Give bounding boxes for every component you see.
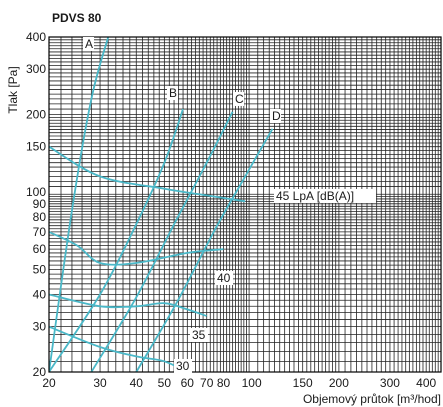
- curve-d: [135, 128, 274, 372]
- y-tick-label: 60: [33, 242, 47, 256]
- curve-label: D: [272, 109, 281, 123]
- y-tick-label: 90: [33, 197, 47, 211]
- y-tick-label: 400: [26, 30, 46, 44]
- chart-title: PDVS 80: [52, 11, 102, 25]
- curve-35: [49, 293, 207, 317]
- y-axis-label: Tlak [Pa]: [6, 66, 20, 113]
- curve-label: 40: [217, 271, 231, 285]
- x-tick-label: 400: [416, 376, 436, 390]
- y-tick-label: 150: [26, 140, 46, 154]
- x-axis-label: Objemový průtok [m³/hod]: [303, 392, 441, 406]
- curve-labels: A B C D 45 LpA [dB(A)] 40 35 30: [83, 37, 376, 373]
- x-tick-label: 20: [42, 376, 56, 390]
- curve-a: [49, 37, 110, 372]
- curve-label: 45 LpA [dB(A)]: [276, 189, 354, 203]
- y-tick-label: 30: [33, 320, 47, 334]
- y-tick-label: 200: [26, 108, 46, 122]
- curve-label-bg: [274, 189, 376, 203]
- curve-label-bg: [233, 92, 244, 106]
- curve-label-bg: [167, 86, 178, 100]
- curve-label: 30: [176, 359, 190, 373]
- x-tick-label: 80: [217, 376, 231, 390]
- curve-label-bg: [174, 359, 192, 373]
- curve-label-bg: [215, 271, 233, 285]
- curve-b: [49, 108, 184, 372]
- y-tick-label: 40: [33, 287, 47, 301]
- tick-labels: 20 30 40 50 60 70 80 100 150 200 300 40020304050607…: [26, 30, 437, 390]
- x-tick-label: 40: [130, 376, 144, 390]
- curve-30: [49, 325, 190, 372]
- curve-label: B: [169, 86, 177, 100]
- x-tick-label: 150: [293, 376, 313, 390]
- y-tick-label: 300: [26, 62, 46, 76]
- y-tick-label: 70: [33, 225, 47, 239]
- curve-label: C: [235, 92, 244, 106]
- x-tick-label: 50: [158, 376, 172, 390]
- curve-label-bg: [270, 109, 281, 123]
- curve-label-bg: [190, 328, 208, 342]
- curve-c: [90, 111, 234, 372]
- x-tick-label: 30: [93, 376, 107, 390]
- x-tick-label: 100: [242, 376, 262, 390]
- curves: [49, 37, 274, 372]
- y-tick-label: 50: [33, 263, 47, 277]
- x-tick-label: 200: [329, 376, 349, 390]
- plot-frame: [48, 36, 442, 373]
- x-tick-label: 60: [181, 376, 195, 390]
- curve-40: [49, 231, 224, 266]
- curve-45: [49, 145, 246, 203]
- x-tick-label: 300: [380, 376, 400, 390]
- grid: [49, 37, 441, 372]
- curve-label-bg: [83, 37, 94, 51]
- x-tick-label: 70: [200, 376, 214, 390]
- y-tick-label: 80: [33, 210, 47, 224]
- curve-label: A: [85, 37, 93, 51]
- y-tick-label: 100: [26, 185, 46, 199]
- curve-label: 35: [192, 328, 206, 342]
- y-tick-label: 20: [33, 365, 47, 379]
